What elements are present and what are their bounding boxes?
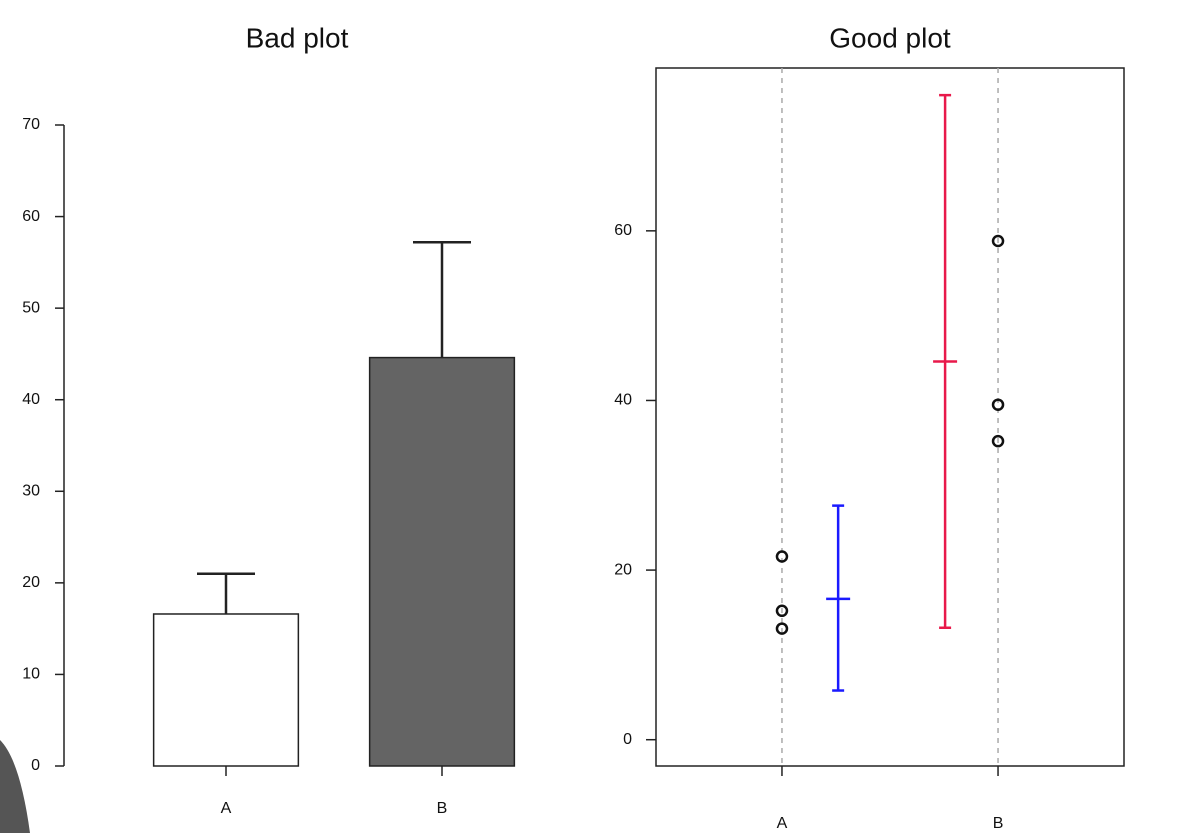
- y-tick-label: 10: [22, 666, 40, 683]
- y-tick-label: 50: [22, 299, 40, 316]
- y-tick-label: 60: [22, 208, 40, 225]
- bar: [152, 613, 300, 767]
- data-point: [991, 434, 1005, 448]
- presenter-silhouette: [0, 740, 30, 833]
- y-tick-label: 0: [31, 757, 40, 774]
- data-point: [775, 604, 789, 618]
- chart-title: Bad plot: [246, 22, 349, 53]
- x-tick-label: B: [993, 815, 1004, 832]
- data-point: [775, 622, 789, 635]
- y-tick-label: 30: [22, 483, 40, 500]
- data-point: [991, 398, 1005, 411]
- data-point: [775, 550, 789, 563]
- data-point: [991, 234, 1005, 248]
- x-tick-label: B: [437, 800, 448, 817]
- x-tick-label: A: [221, 800, 232, 817]
- y-tick-label: 20: [22, 574, 40, 591]
- bar: [368, 356, 516, 767]
- plot-box: [655, 67, 1125, 767]
- x-tick-label: A: [777, 815, 788, 832]
- y-tick-label: 70: [22, 116, 40, 133]
- y-tick-label: 0: [623, 731, 632, 748]
- y-tick-label: 40: [614, 392, 632, 409]
- y-tick-label: 40: [22, 391, 40, 408]
- y-tick-label: 60: [614, 222, 632, 239]
- chart-title: Good plot: [829, 22, 951, 53]
- y-tick-label: 20: [614, 561, 632, 578]
